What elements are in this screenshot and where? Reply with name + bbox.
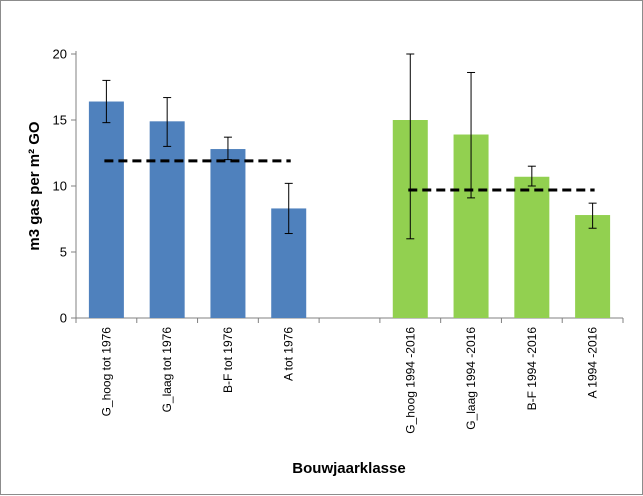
bar <box>149 121 185 318</box>
bar <box>210 149 246 318</box>
x-category-label: B-F 1994 -2016 <box>525 327 539 411</box>
y-tick-label: 10 <box>53 179 67 194</box>
x-category-label: A tot 1976 <box>282 327 296 381</box>
y-axis-title: m3 gas per m² GO <box>26 121 43 251</box>
x-category-label: G_hoog tot 1976 <box>99 327 113 417</box>
bar <box>575 215 611 318</box>
x-category-label: A 1994 -2016 <box>586 327 600 399</box>
x-category-labels: G_hoog tot 1976 G_laag tot 1976 B-F tot 19… <box>99 327 599 434</box>
x-category-label: G_laag tot 1976 <box>160 327 174 413</box>
y-tick-label: 20 <box>53 47 67 62</box>
x-category-label: B-F tot 1976 <box>221 327 235 393</box>
average-lines <box>104 159 595 192</box>
bar <box>88 101 124 319</box>
y-tick-label: 15 <box>53 113 67 128</box>
y-tick-label: 0 <box>60 311 67 326</box>
y-tick-label: 5 <box>60 245 67 260</box>
x-category-label: G_laag 1994 -2016 <box>464 327 478 430</box>
y-tick-labels: 0 5 10 15 20 <box>53 47 67 326</box>
bar <box>514 176 550 318</box>
error-bars <box>102 53 597 240</box>
x-axis-title: Bouwjaarklasse <box>292 460 405 477</box>
x-category-label: G_hoog 1994 -2016 <box>403 327 417 434</box>
